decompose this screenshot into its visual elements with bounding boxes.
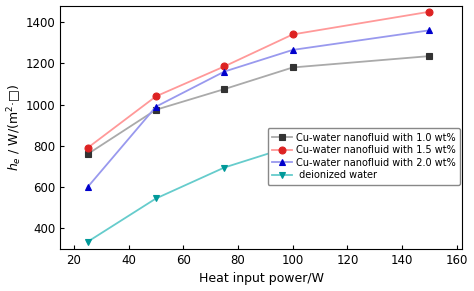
Y-axis label: $h_e$ / W/(m$^2$·□): $h_e$ / W/(m$^2$·□) [6, 84, 24, 171]
Cu-water nanofluid with 1.0 wt% [427, 54, 432, 58]
Line: Cu-water nanofluid with 1.0 wt%: Cu-water nanofluid with 1.0 wt% [84, 53, 433, 158]
Cu-water nanofluid with 1.5 wt% [153, 95, 159, 98]
Cu-water nanofluid with 2.0 wt% [290, 48, 296, 52]
Cu-water nanofluid with 1.5 wt% [290, 33, 296, 36]
X-axis label: Heat input power/W: Heat input power/W [199, 272, 324, 285]
Cu-water nanofluid with 1.5 wt% [85, 146, 91, 150]
Cu-water nanofluid with 1.0 wt% [290, 66, 296, 69]
Line: Cu-water nanofluid with 1.5 wt%: Cu-water nanofluid with 1.5 wt% [84, 8, 433, 151]
 deionized water [85, 240, 91, 244]
Cu-water nanofluid with 1.5 wt% [221, 65, 227, 68]
Cu-water nanofluid with 2.0 wt% [153, 105, 159, 109]
Line: Cu-water nanofluid with 2.0 wt%: Cu-water nanofluid with 2.0 wt% [84, 27, 433, 191]
Cu-water nanofluid with 2.0 wt% [85, 185, 91, 189]
 deionized water [290, 144, 296, 148]
Cu-water nanofluid with 1.5 wt% [427, 10, 432, 13]
Cu-water nanofluid with 1.0 wt% [153, 108, 159, 111]
Cu-water nanofluid with 1.0 wt% [221, 87, 227, 91]
Cu-water nanofluid with 2.0 wt% [427, 29, 432, 32]
 deionized water [221, 166, 227, 169]
Line:  deionized water: deionized water [84, 142, 296, 245]
Cu-water nanofluid with 2.0 wt% [221, 70, 227, 73]
 deionized water [153, 197, 159, 200]
Cu-water nanofluid with 1.0 wt% [85, 152, 91, 156]
Legend: Cu-water nanofluid with 1.0 wt%, Cu-water nanofluid with 1.5 wt%, Cu-water nanof: Cu-water nanofluid with 1.0 wt%, Cu-wate… [267, 128, 460, 185]
